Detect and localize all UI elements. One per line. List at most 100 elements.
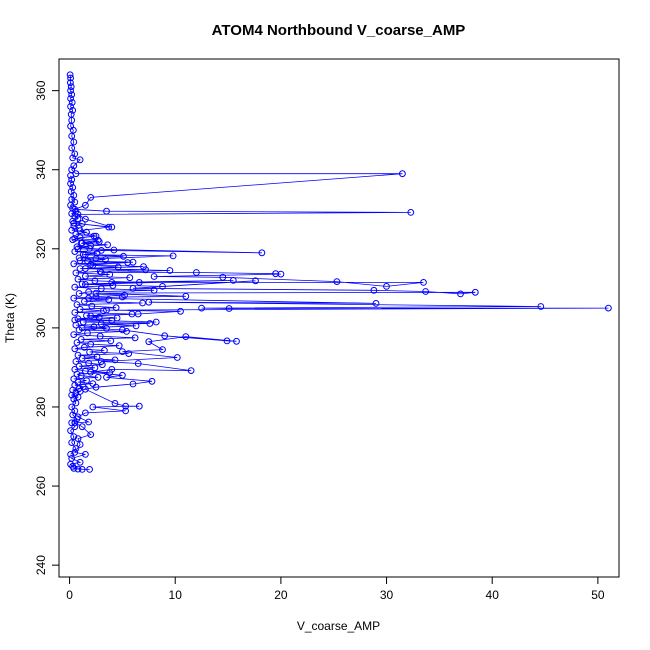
data-point <box>71 345 79 353</box>
data-point <box>145 338 153 346</box>
data-point <box>77 239 85 247</box>
data-point <box>71 316 79 324</box>
data-point <box>105 296 113 304</box>
data-point <box>103 207 110 215</box>
data-point <box>101 347 108 354</box>
data-point <box>229 277 237 284</box>
data-point <box>129 258 137 266</box>
data-point <box>106 369 114 377</box>
data-point <box>537 303 545 310</box>
data-point <box>73 301 81 309</box>
data-point <box>177 307 184 315</box>
data-point <box>75 385 83 392</box>
data-point <box>471 288 479 296</box>
data-point <box>119 326 126 334</box>
data-point <box>66 71 74 79</box>
data-point <box>139 299 146 307</box>
data-point <box>182 292 190 300</box>
data-point <box>81 298 88 305</box>
x-tick-label: 10 <box>169 588 183 602</box>
data-point <box>121 291 128 299</box>
data-point <box>109 282 117 290</box>
data-point <box>223 337 231 345</box>
data-point <box>92 289 100 297</box>
data-point <box>70 260 78 268</box>
data-point <box>70 138 78 146</box>
data-point <box>105 223 113 231</box>
data-point <box>93 353 101 361</box>
data-point <box>84 257 91 265</box>
y-tick-label: 300 <box>34 318 48 338</box>
data-point <box>72 389 80 397</box>
data-point <box>85 418 92 426</box>
data-point <box>122 402 129 410</box>
data-point <box>85 288 92 296</box>
data-point <box>86 348 93 356</box>
data-point <box>120 252 127 260</box>
data-point <box>69 126 77 134</box>
series-line <box>70 175 155 455</box>
data-point <box>67 83 75 91</box>
data-point <box>71 309 79 316</box>
data-point <box>79 318 87 326</box>
data-point <box>75 254 83 262</box>
data-point <box>148 377 156 385</box>
data-point <box>123 328 130 335</box>
data-point <box>108 317 116 324</box>
data-point <box>68 226 76 234</box>
data-point <box>159 283 166 290</box>
data-point <box>129 380 137 388</box>
data-point <box>75 326 83 334</box>
data-point <box>83 377 90 384</box>
data-point <box>252 277 259 285</box>
data-point <box>142 266 150 274</box>
data-point <box>128 310 136 318</box>
data-point <box>84 329 91 337</box>
data-point <box>69 462 77 470</box>
data-point <box>91 277 99 285</box>
data-point <box>68 176 76 184</box>
data-point <box>74 393 82 401</box>
data-point <box>82 215 89 223</box>
data-point <box>73 339 81 346</box>
data-point <box>67 87 74 94</box>
data-point <box>372 300 380 307</box>
data-point <box>74 465 82 473</box>
data-point <box>68 99 76 106</box>
data-point <box>98 361 106 369</box>
data-point <box>87 431 95 439</box>
data-point <box>68 439 76 447</box>
data-point <box>187 367 195 375</box>
series-line <box>69 74 609 470</box>
data-point <box>68 91 76 98</box>
data-point <box>78 423 86 431</box>
data-point <box>95 313 103 321</box>
data-point <box>76 156 84 164</box>
data-point <box>72 445 80 452</box>
x-tick-label: 30 <box>380 588 394 602</box>
data-point <box>150 273 158 280</box>
data-point <box>135 402 143 410</box>
data-point <box>67 427 74 435</box>
data-point <box>82 451 89 458</box>
data-point <box>73 370 81 378</box>
data-point <box>173 354 181 361</box>
data-point <box>107 337 115 345</box>
data-point <box>76 458 84 466</box>
data-point <box>69 236 77 244</box>
data-point <box>112 304 120 312</box>
data-point <box>69 217 77 225</box>
y-tick-label: 320 <box>34 238 48 258</box>
data-point <box>219 273 227 281</box>
data-point <box>333 278 341 286</box>
x-tick-label: 20 <box>274 588 288 602</box>
data-point <box>78 220 86 227</box>
data-point <box>67 172 74 180</box>
data-point <box>198 304 206 312</box>
data-point <box>69 411 77 419</box>
data-point <box>82 409 89 417</box>
data-point <box>67 103 74 110</box>
data-point <box>70 395 78 403</box>
data-point <box>72 230 80 238</box>
data-point <box>67 79 74 87</box>
